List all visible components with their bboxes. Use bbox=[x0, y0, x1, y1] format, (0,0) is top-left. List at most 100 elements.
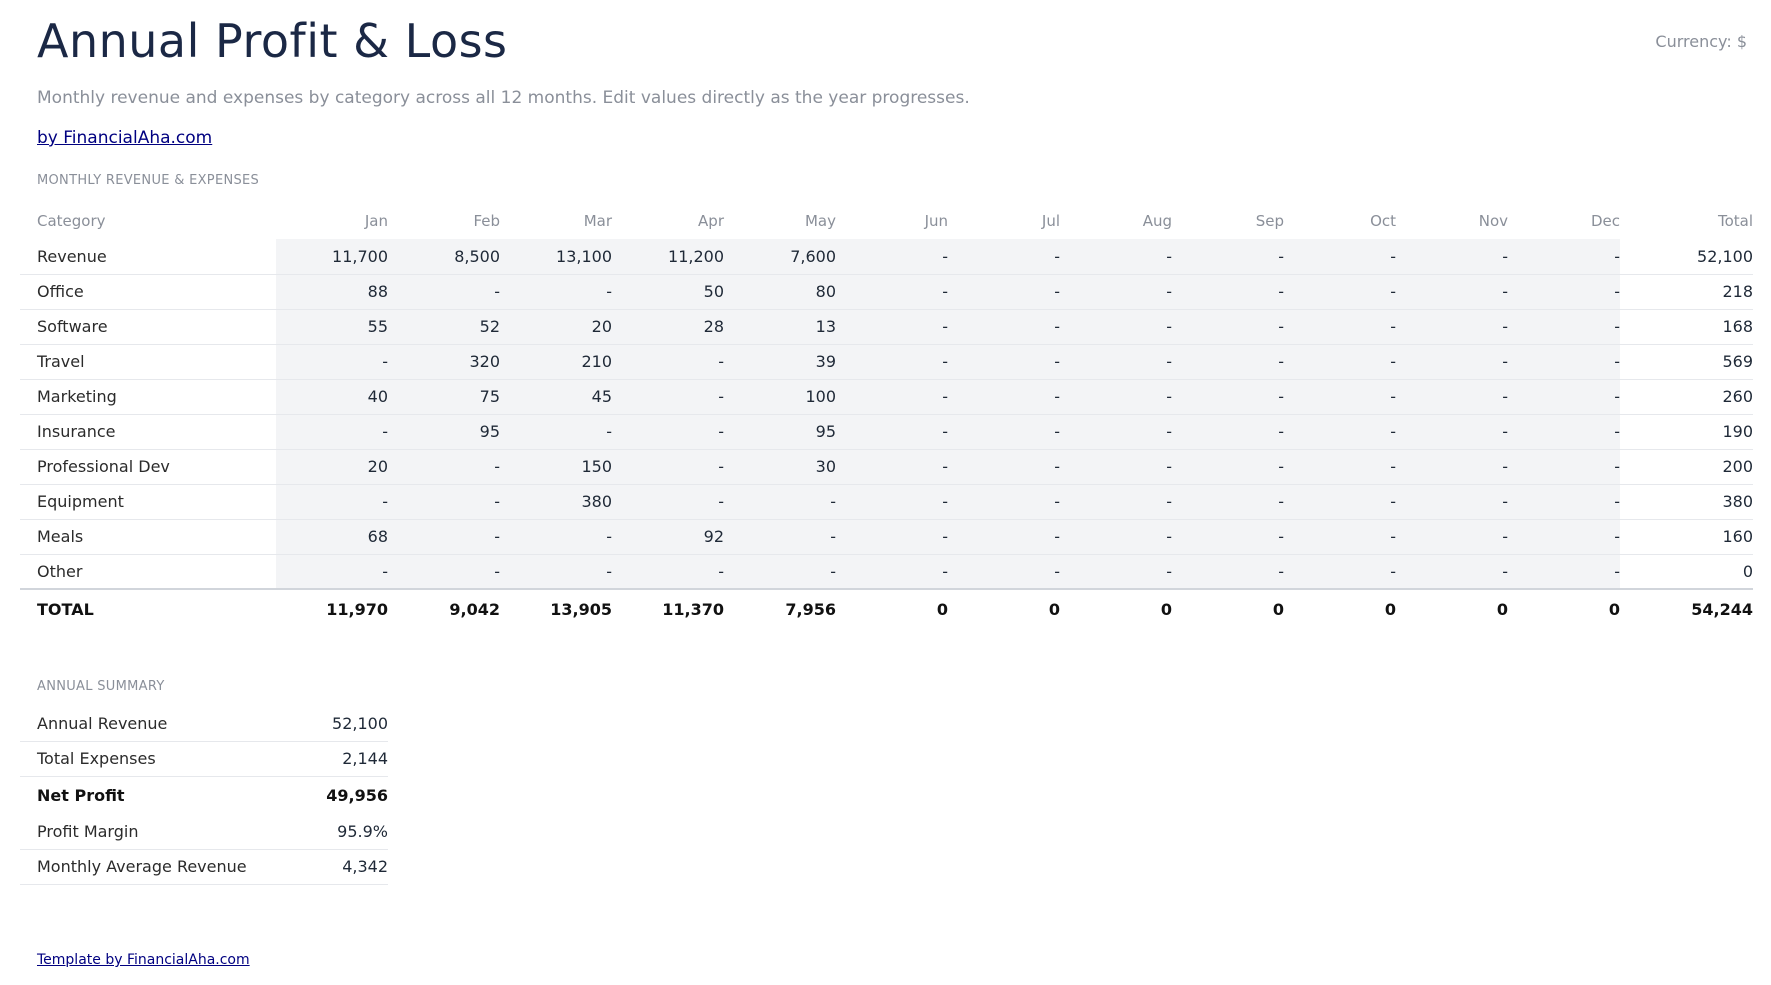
month-value-cell[interactable]: - bbox=[612, 484, 724, 520]
month-value-cell[interactable]: - bbox=[948, 484, 1060, 520]
month-value-cell[interactable]: - bbox=[948, 239, 1060, 275]
month-value-cell[interactable]: - bbox=[1060, 554, 1172, 590]
month-value-cell[interactable]: - bbox=[1172, 484, 1284, 520]
month-value-cell[interactable]: - bbox=[276, 484, 388, 520]
month-value-cell[interactable]: - bbox=[836, 309, 948, 345]
month-value-cell[interactable]: - bbox=[1284, 484, 1396, 520]
month-value-cell[interactable]: 28 bbox=[612, 309, 724, 345]
month-value-cell[interactable]: - bbox=[1284, 414, 1396, 450]
month-value-cell[interactable]: - bbox=[1396, 519, 1508, 555]
month-value-cell[interactable]: - bbox=[500, 519, 612, 555]
footer-template-link[interactable]: Template by FinancialAha.com bbox=[37, 952, 250, 968]
month-value-cell[interactable]: 50 bbox=[612, 274, 724, 310]
month-value-cell[interactable]: - bbox=[1060, 309, 1172, 345]
month-value-cell[interactable]: - bbox=[1508, 239, 1620, 275]
month-value-cell[interactable]: - bbox=[948, 379, 1060, 415]
summary-value[interactable]: 95.9% bbox=[276, 814, 388, 850]
month-value-cell[interactable]: - bbox=[836, 449, 948, 485]
month-value-cell[interactable]: 380 bbox=[500, 484, 612, 520]
month-value-cell[interactable]: - bbox=[1284, 449, 1396, 485]
month-value-cell[interactable]: 39 bbox=[724, 344, 836, 380]
month-value-cell[interactable]: - bbox=[1396, 274, 1508, 310]
month-value-cell[interactable]: - bbox=[1172, 519, 1284, 555]
summary-value[interactable]: 49,956 bbox=[276, 775, 388, 814]
month-value-cell[interactable]: 88 bbox=[276, 274, 388, 310]
month-value-cell[interactable]: 100 bbox=[724, 379, 836, 415]
month-value-cell[interactable]: - bbox=[1172, 239, 1284, 275]
month-value-cell[interactable]: - bbox=[1060, 274, 1172, 310]
month-value-cell[interactable]: - bbox=[724, 519, 836, 555]
month-value-cell[interactable]: - bbox=[1396, 309, 1508, 345]
month-value-cell[interactable]: - bbox=[836, 554, 948, 590]
month-value-cell[interactable]: 11,700 bbox=[276, 239, 388, 275]
month-value-cell[interactable]: - bbox=[1172, 344, 1284, 380]
month-value-cell[interactable]: 30 bbox=[724, 449, 836, 485]
month-value-cell[interactable]: - bbox=[948, 449, 1060, 485]
month-value-cell[interactable]: - bbox=[948, 344, 1060, 380]
month-value-cell[interactable]: 13 bbox=[724, 309, 836, 345]
month-value-cell[interactable]: - bbox=[388, 519, 500, 555]
month-value-cell[interactable]: - bbox=[612, 554, 724, 590]
month-value-cell[interactable]: - bbox=[1060, 484, 1172, 520]
month-value-cell[interactable]: - bbox=[388, 554, 500, 590]
month-value-cell[interactable]: - bbox=[1060, 414, 1172, 450]
month-value-cell[interactable]: - bbox=[1060, 239, 1172, 275]
month-value-cell[interactable]: - bbox=[1284, 344, 1396, 380]
month-value-cell[interactable]: - bbox=[1172, 274, 1284, 310]
month-value-cell[interactable]: - bbox=[836, 484, 948, 520]
month-value-cell[interactable]: 210 bbox=[500, 344, 612, 380]
month-value-cell[interactable]: - bbox=[948, 554, 1060, 590]
month-value-cell[interactable]: - bbox=[612, 344, 724, 380]
month-value-cell[interactable]: 13,100 bbox=[500, 239, 612, 275]
month-value-cell[interactable]: 20 bbox=[500, 309, 612, 345]
month-value-cell[interactable]: - bbox=[1284, 239, 1396, 275]
month-value-cell[interactable]: - bbox=[500, 274, 612, 310]
month-value-cell[interactable]: - bbox=[276, 344, 388, 380]
month-value-cell[interactable]: 92 bbox=[612, 519, 724, 555]
month-value-cell[interactable]: 52 bbox=[388, 309, 500, 345]
month-value-cell[interactable]: - bbox=[612, 414, 724, 450]
month-value-cell[interactable]: - bbox=[500, 554, 612, 590]
month-value-cell[interactable]: - bbox=[836, 379, 948, 415]
month-value-cell[interactable]: - bbox=[1284, 519, 1396, 555]
month-value-cell[interactable]: 20 bbox=[276, 449, 388, 485]
month-value-cell[interactable]: - bbox=[836, 274, 948, 310]
month-value-cell[interactable]: 40 bbox=[276, 379, 388, 415]
month-value-cell[interactable]: - bbox=[1396, 239, 1508, 275]
month-value-cell[interactable]: - bbox=[836, 344, 948, 380]
month-value-cell[interactable]: - bbox=[1284, 379, 1396, 415]
month-value-cell[interactable]: 95 bbox=[724, 414, 836, 450]
month-value-cell[interactable]: - bbox=[388, 449, 500, 485]
month-value-cell[interactable]: 75 bbox=[388, 379, 500, 415]
month-value-cell[interactable]: - bbox=[948, 414, 1060, 450]
month-value-cell[interactable]: - bbox=[388, 484, 500, 520]
month-value-cell[interactable]: - bbox=[1060, 379, 1172, 415]
month-value-cell[interactable]: - bbox=[948, 519, 1060, 555]
month-value-cell[interactable]: - bbox=[1508, 554, 1620, 590]
month-value-cell[interactable]: 80 bbox=[724, 274, 836, 310]
month-value-cell[interactable]: 150 bbox=[500, 449, 612, 485]
month-value-cell[interactable]: 45 bbox=[500, 379, 612, 415]
month-value-cell[interactable]: 8,500 bbox=[388, 239, 500, 275]
month-value-cell[interactable]: - bbox=[1396, 484, 1508, 520]
month-value-cell[interactable]: - bbox=[1060, 344, 1172, 380]
month-value-cell[interactable]: 55 bbox=[276, 309, 388, 345]
month-value-cell[interactable]: - bbox=[1284, 274, 1396, 310]
month-value-cell[interactable]: - bbox=[1396, 344, 1508, 380]
summary-value[interactable]: 52,100 bbox=[276, 706, 388, 742]
month-value-cell[interactable]: - bbox=[836, 519, 948, 555]
month-value-cell[interactable]: - bbox=[1172, 414, 1284, 450]
month-value-cell[interactable]: - bbox=[1172, 554, 1284, 590]
month-value-cell[interactable]: - bbox=[948, 274, 1060, 310]
month-value-cell[interactable]: - bbox=[1396, 554, 1508, 590]
month-value-cell[interactable]: - bbox=[612, 379, 724, 415]
month-value-cell[interactable]: - bbox=[1508, 414, 1620, 450]
month-value-cell[interactable]: 7,600 bbox=[724, 239, 836, 275]
month-value-cell[interactable]: - bbox=[1508, 484, 1620, 520]
month-value-cell[interactable]: - bbox=[1508, 519, 1620, 555]
month-value-cell[interactable]: - bbox=[612, 449, 724, 485]
month-value-cell[interactable]: - bbox=[1508, 449, 1620, 485]
month-value-cell[interactable]: - bbox=[500, 414, 612, 450]
month-value-cell[interactable]: - bbox=[836, 239, 948, 275]
byline-link[interactable]: by FinancialAha.com bbox=[37, 128, 213, 148]
